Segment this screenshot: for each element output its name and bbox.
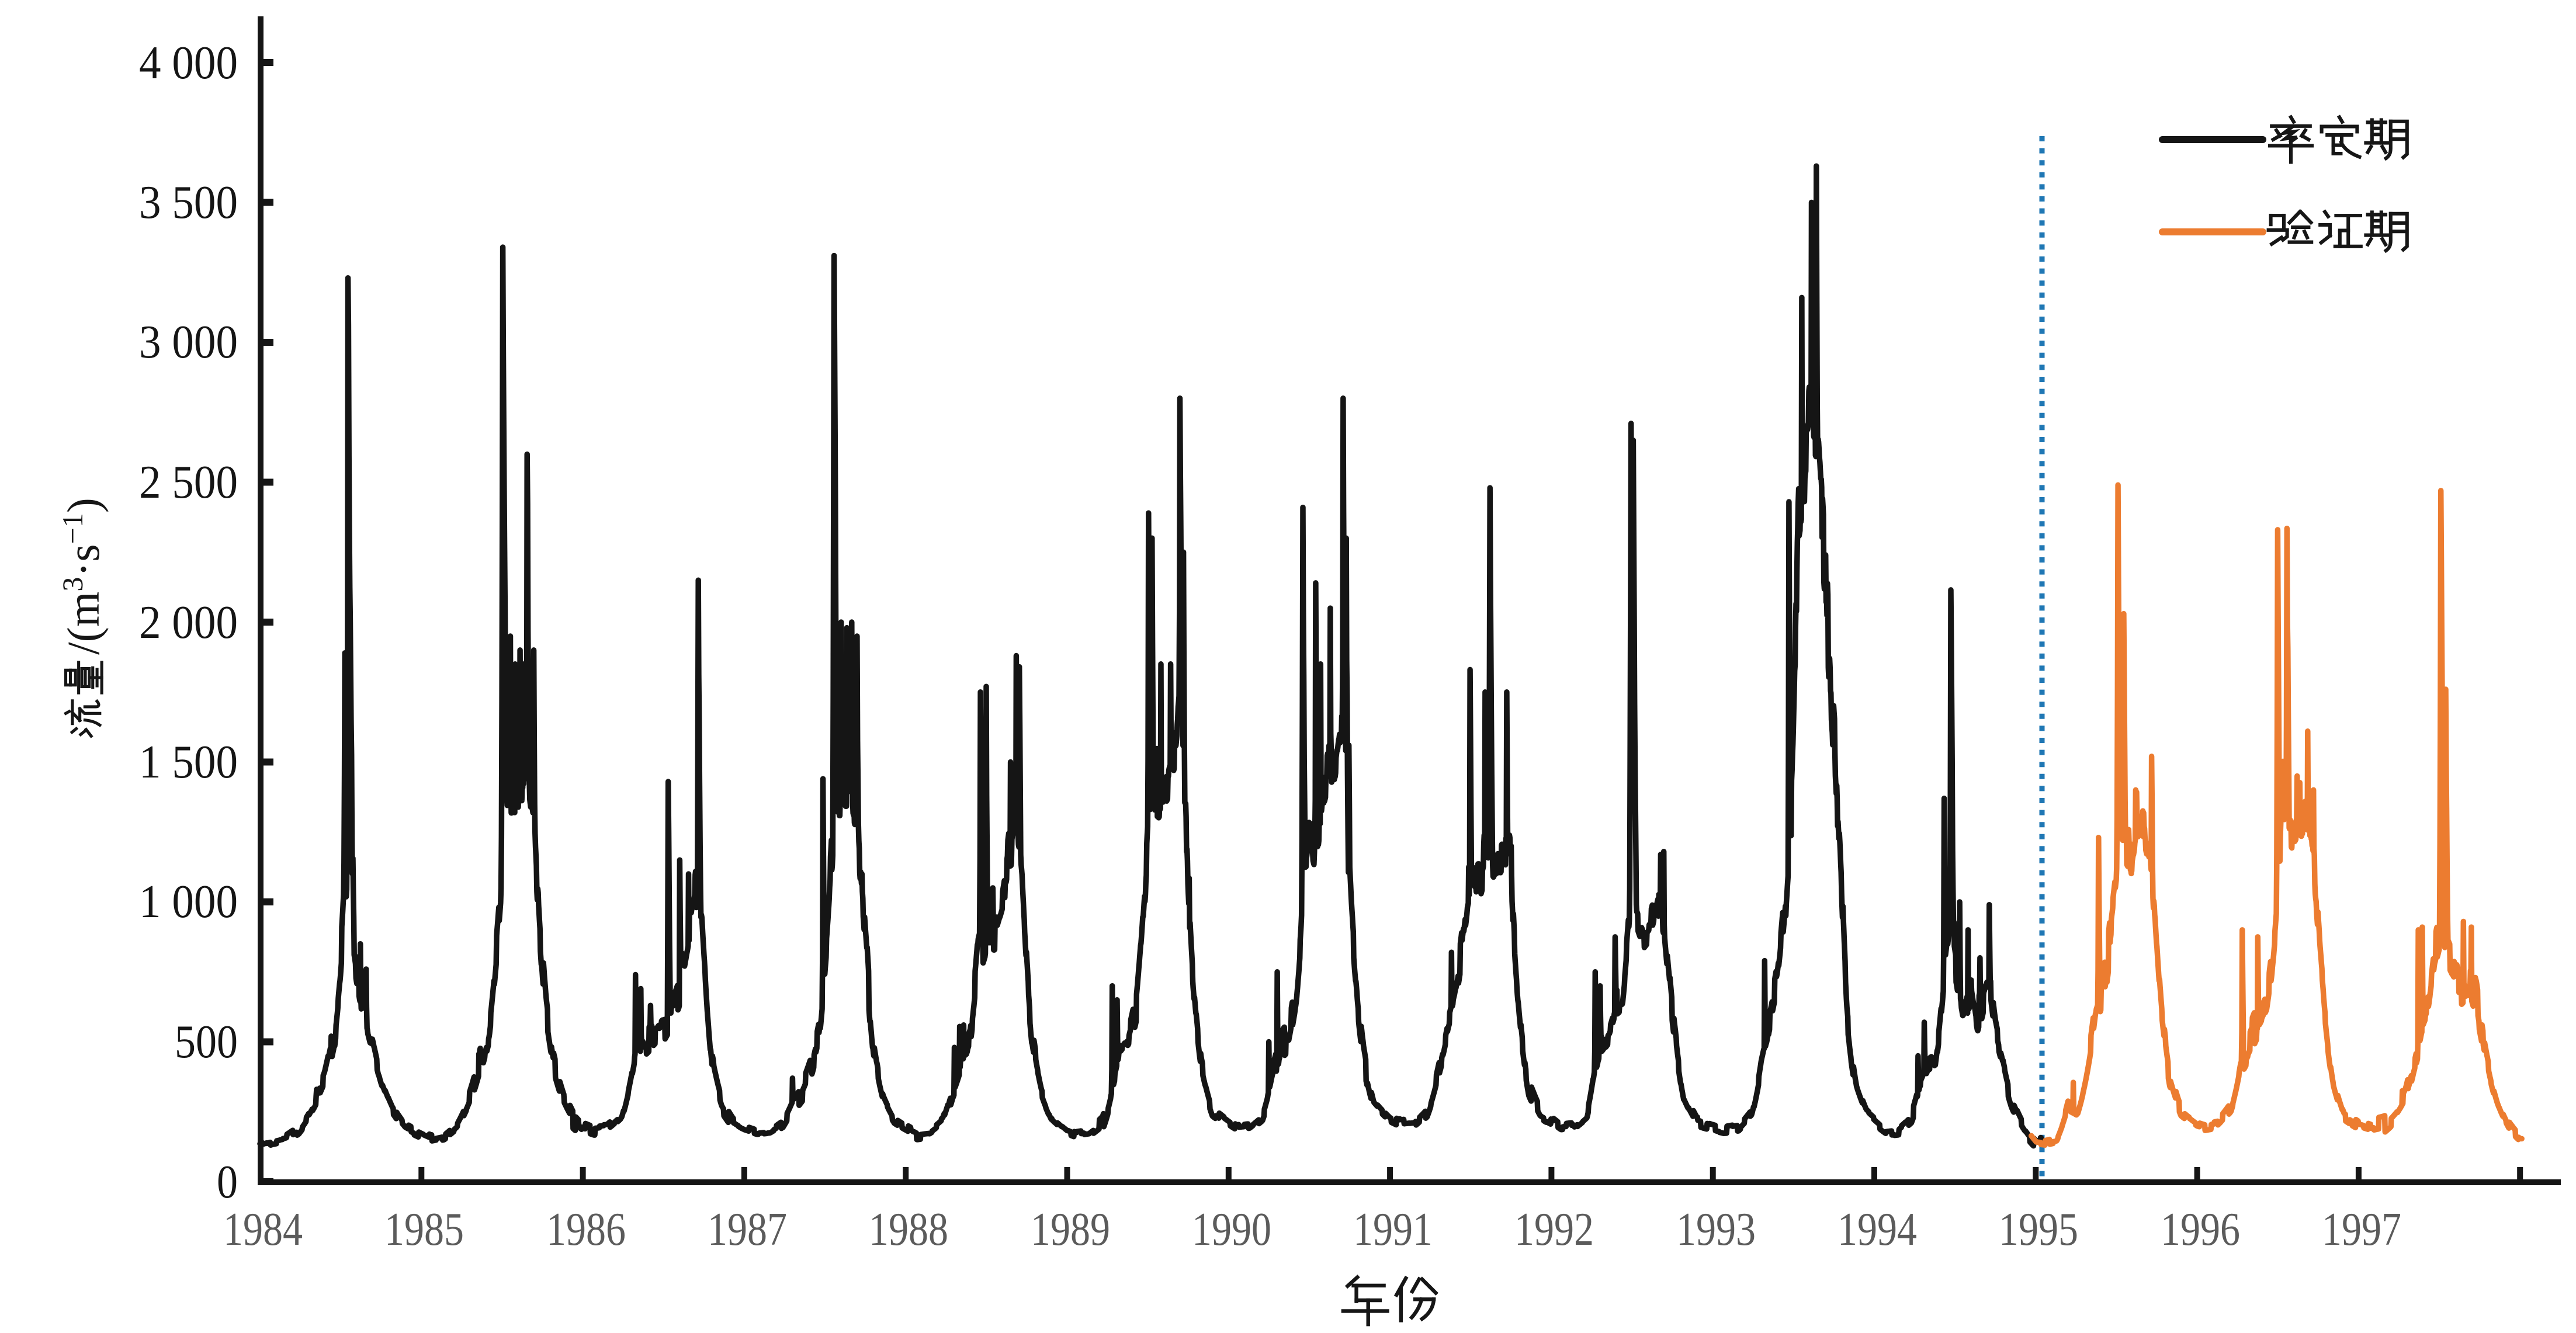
svg-text:1989: 1989 — [1031, 1204, 1110, 1255]
svg-text:1994: 1994 — [1837, 1204, 1917, 1255]
svg-text:1995: 1995 — [1999, 1204, 2078, 1255]
svg-text:1 000: 1 000 — [139, 876, 238, 928]
svg-text:1984: 1984 — [223, 1204, 303, 1255]
svg-text:1985: 1985 — [384, 1204, 464, 1255]
svg-text:4 000: 4 000 — [139, 37, 238, 89]
svg-text:1986: 1986 — [546, 1204, 626, 1255]
svg-text:2 000: 2 000 — [139, 597, 238, 648]
svg-text:1987: 1987 — [708, 1204, 787, 1255]
svg-text:0: 0 — [217, 1157, 238, 1208]
svg-text:1990: 1990 — [1192, 1204, 1271, 1255]
svg-text:3 000: 3 000 — [139, 317, 238, 368]
svg-text:1 500: 1 500 — [139, 737, 238, 788]
svg-text:500: 500 — [175, 1016, 238, 1068]
svg-text:2 500: 2 500 — [139, 457, 238, 508]
svg-text:1997: 1997 — [2322, 1204, 2401, 1255]
svg-text:1993: 1993 — [1676, 1204, 1756, 1255]
svg-text:1996: 1996 — [2161, 1204, 2240, 1255]
svg-text:1991: 1991 — [1353, 1204, 1433, 1255]
svg-text:1988: 1988 — [869, 1204, 948, 1255]
svg-text:3 500: 3 500 — [139, 177, 238, 228]
svg-text:1992: 1992 — [1514, 1204, 1594, 1255]
